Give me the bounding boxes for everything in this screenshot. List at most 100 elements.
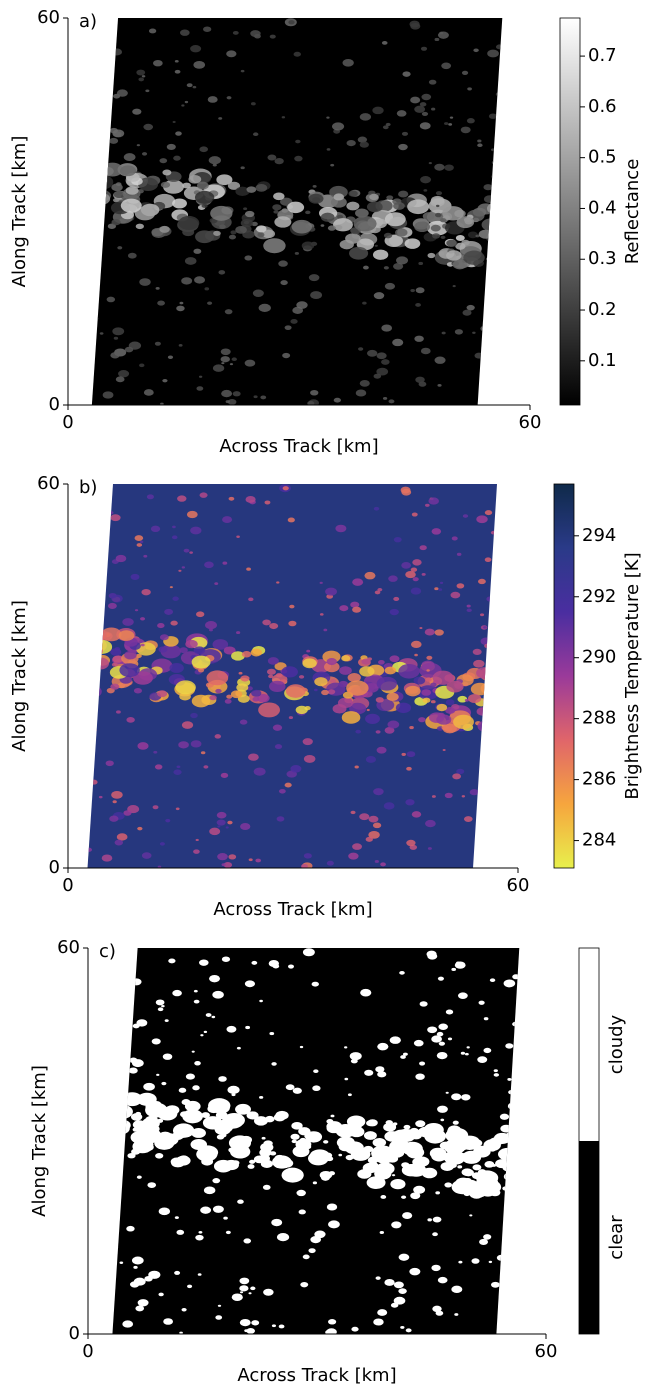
cloud-pixel <box>447 1154 458 1161</box>
cloud-pixel <box>119 1099 128 1105</box>
cloud-pixel <box>140 617 146 621</box>
cloud-pixel <box>238 671 243 675</box>
cloud-pixel <box>452 773 462 780</box>
cloud-pixel <box>223 862 233 868</box>
cloud-pixel <box>485 391 495 398</box>
cloud-pixel <box>231 1093 236 1097</box>
cloud-pixel <box>241 651 252 658</box>
cloud-pixel <box>333 397 341 403</box>
cloud-pixel <box>217 1304 222 1307</box>
cloud-pixel <box>487 49 499 58</box>
panel-label: c) <box>99 941 116 962</box>
cloud-pixel <box>175 680 196 695</box>
cloud-pixel <box>384 1278 395 1286</box>
y-tick-label: 0 <box>49 857 60 878</box>
cloud-pixel <box>393 1296 406 1305</box>
cloud-pixel <box>292 1145 310 1158</box>
cloud-pixel <box>174 1270 181 1275</box>
cloud-pixel <box>224 309 233 315</box>
cloud-pixel <box>195 838 199 842</box>
cloud-pixel <box>203 1030 208 1033</box>
cloud-pixel <box>412 577 419 582</box>
cloud-pixel <box>259 1095 264 1099</box>
cloud-pixel <box>456 216 475 229</box>
cloud-pixel <box>118 974 127 980</box>
cloud-pixel <box>159 158 168 164</box>
cloud-pixel <box>154 341 161 346</box>
cloud-pixel <box>339 239 354 250</box>
cloud-pixel <box>289 604 295 609</box>
cloud-pixel <box>131 978 142 986</box>
cloud-pixel <box>98 498 103 502</box>
cloud-pixel <box>219 224 226 229</box>
cloud-pixel <box>269 622 279 630</box>
cloud-pixel <box>97 509 107 516</box>
cloud-pixel <box>192 85 197 89</box>
cloud-pixel <box>486 596 495 602</box>
cloud-pixel <box>388 399 395 404</box>
cloud-pixel <box>376 746 387 754</box>
cloud-pixel <box>98 44 108 50</box>
cloud-pixel <box>489 675 497 684</box>
cloud-pixel <box>284 782 292 788</box>
cloud-pixel <box>376 367 389 376</box>
cloud-pixel <box>220 348 231 356</box>
cloud-pixel <box>442 723 457 734</box>
cloud-pixel <box>195 1234 204 1241</box>
cloud-pixel <box>172 525 176 529</box>
cloud-pixel <box>276 581 280 584</box>
cloud-pixel <box>131 1148 141 1155</box>
cloud-pixel <box>236 535 240 538</box>
cloud-pixel <box>396 110 407 117</box>
cloud-pixel <box>271 1218 283 1227</box>
cloud-pixel <box>109 137 119 144</box>
cloud-pixel <box>87 573 89 578</box>
cloud-pixel <box>425 503 430 507</box>
cloud-pixel <box>118 370 130 378</box>
cloud-pixel <box>445 1091 449 1094</box>
cloud-pixel <box>365 755 377 763</box>
cloud-pixel <box>472 648 482 655</box>
cloud-pixel <box>461 795 466 798</box>
cloud-pixel <box>223 1216 228 1220</box>
cloud-pixel <box>494 161 498 164</box>
cloud-pixel <box>454 1313 459 1316</box>
cloud-pixel <box>375 730 381 734</box>
cloud-pixel <box>221 362 225 365</box>
cloud-pixel <box>194 190 215 204</box>
cloud-pixel <box>427 252 436 259</box>
cloud-pixel <box>398 143 408 151</box>
cloud-pixel <box>160 181 171 188</box>
cloud-pixel <box>486 685 497 692</box>
cloud-pixel <box>125 186 139 195</box>
cloud-pixel <box>412 559 422 566</box>
cloud-pixel <box>474 352 484 359</box>
colorbar-tick-label: 292 <box>582 586 616 607</box>
cloud-pixel <box>375 1066 385 1073</box>
cloud-pixel <box>483 716 497 729</box>
cloud-pixel <box>330 679 336 684</box>
cloud-pixel <box>439 581 444 584</box>
cloud-pixel <box>427 847 432 850</box>
cloud-pixel <box>360 988 372 997</box>
cloud-pixel <box>112 1110 124 1122</box>
cloud-pixel <box>159 634 169 641</box>
cloud-pixel <box>364 683 379 693</box>
cloud-pixel <box>130 573 140 580</box>
cloud-pixel <box>505 261 514 267</box>
cloud-pixel <box>431 1035 443 1043</box>
cloud-pixel <box>496 1254 506 1261</box>
cloud-pixel <box>517 1216 520 1225</box>
cloud-pixel <box>373 373 382 379</box>
cloud-pixel <box>453 714 474 729</box>
cloud-pixel <box>127 252 137 259</box>
cloud-pixel <box>193 646 206 655</box>
cloud-pixel <box>227 181 241 190</box>
cloud-pixel <box>365 713 380 724</box>
cloud-pixel <box>402 1141 423 1156</box>
cloud-pixel <box>292 1087 302 1094</box>
cloud-pixel <box>384 282 396 290</box>
cloud-pixel <box>288 620 297 627</box>
cloud-pixel <box>440 235 446 240</box>
cloud-pixel <box>352 578 364 586</box>
